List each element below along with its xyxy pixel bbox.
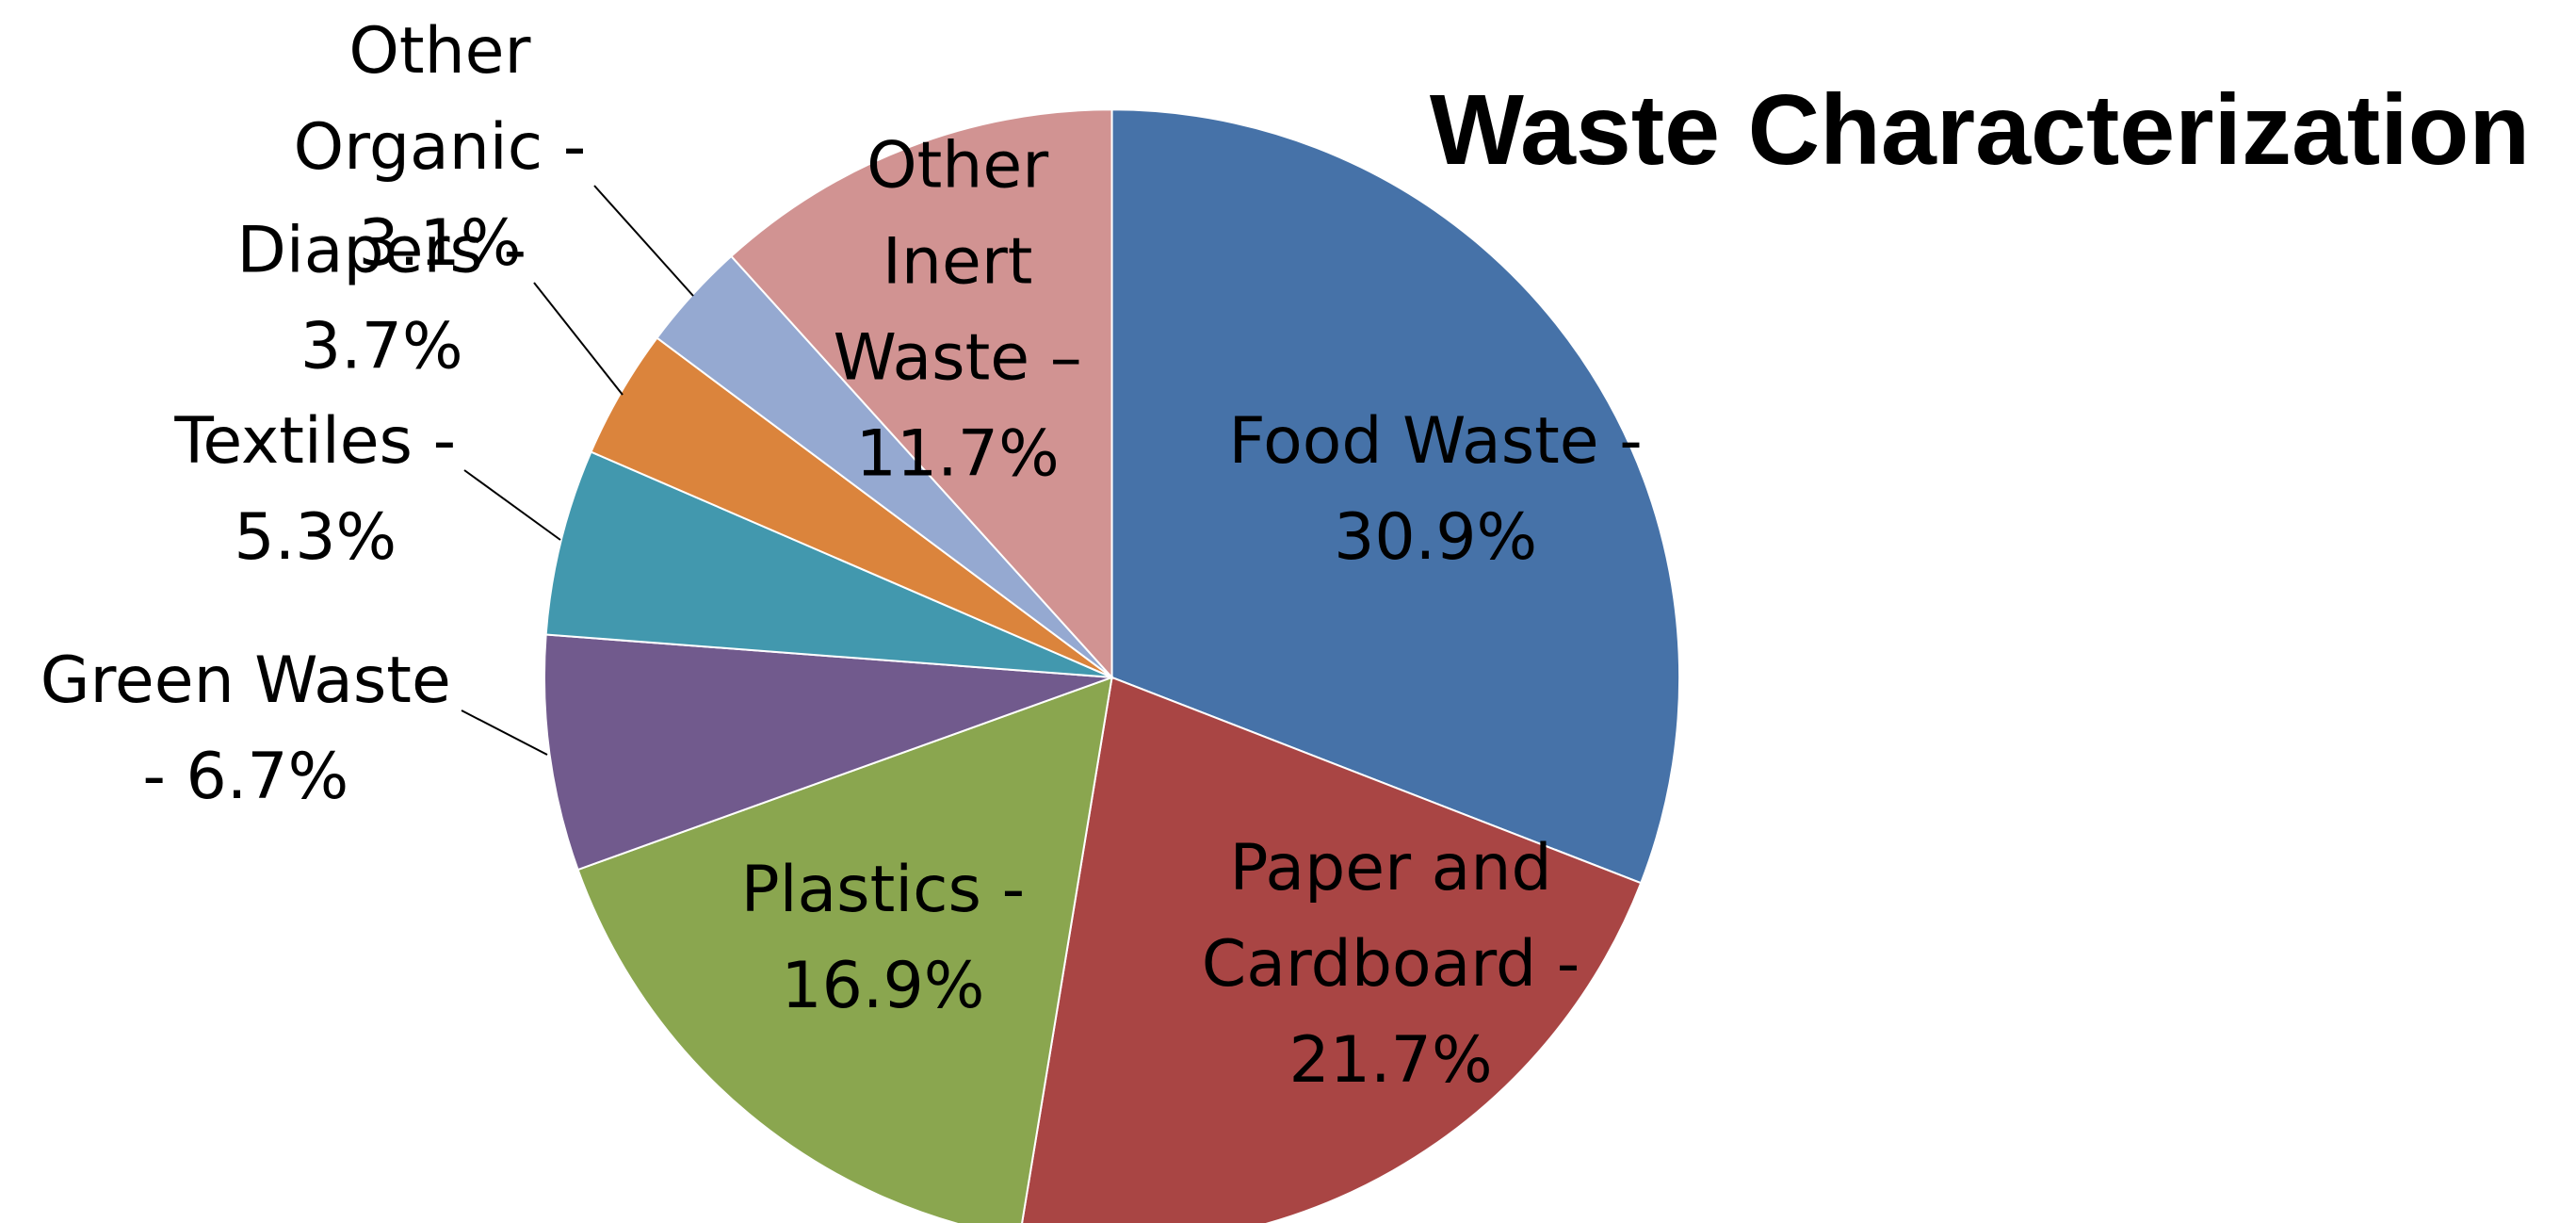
- data-label: Diapers -3.7%: [237, 213, 527, 383]
- data-label: Plastics -16.9%: [741, 853, 1026, 1023]
- leader-line: [593, 185, 694, 297]
- data-label: Other Organic -3.1%: [294, 14, 587, 281]
- chart-title: Waste Characterization: [1430, 74, 2530, 186]
- data-label: Other Inert Waste –11.7%: [834, 128, 1082, 491]
- pie-slice: [576, 676, 1113, 1223]
- leader-line: [461, 709, 548, 756]
- leader-lines: [461, 185, 694, 756]
- pie-slice: [1021, 676, 1643, 1223]
- leader-line: [463, 469, 561, 541]
- labels: Food Waste -30.9% Paper and Cardboard -21.…: [41, 14, 1643, 1098]
- data-label: Green Waste - 6.7%: [41, 643, 451, 813]
- pie-slice: [543, 633, 1112, 872]
- leader-line: [533, 282, 624, 396]
- pie-slice: [544, 450, 1112, 678]
- data-label: Paper and Cardboard -21.7%: [1202, 831, 1580, 1098]
- slices: [543, 108, 1681, 1223]
- data-label: Textiles -5.3%: [173, 404, 456, 575]
- pie-slice: [729, 108, 1113, 680]
- pie-slice: [1110, 108, 1681, 885]
- data-label: Food Waste -30.9%: [1228, 404, 1642, 575]
